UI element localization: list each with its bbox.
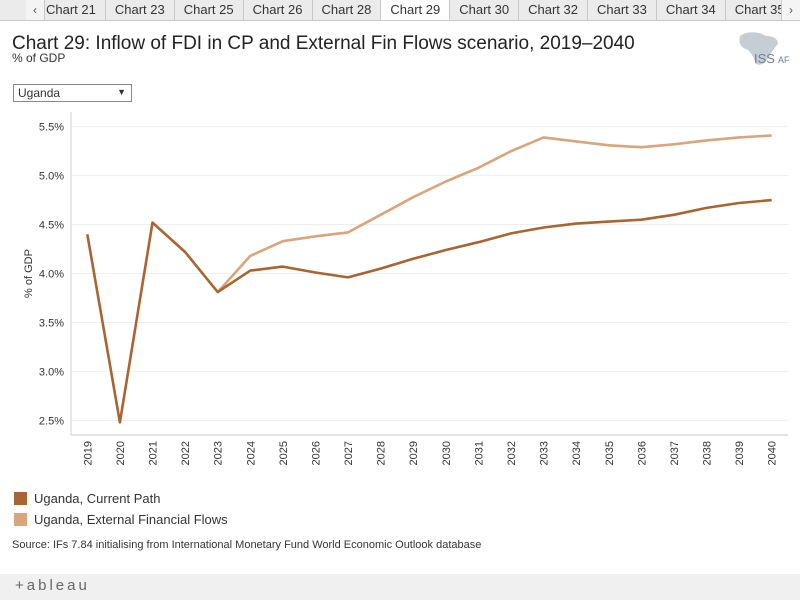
x-tick-label: 2023 — [213, 441, 225, 465]
line-chart: 2.5% 3.0% 3.5% 4.0% 4.5% 5.0% 5.5% % of GDP 2019… — [23, 112, 788, 465]
x-tick-label: 2027 — [343, 441, 355, 465]
tab-scroll-left-icon[interactable]: ‹ — [26, 0, 45, 20]
x-tick-label: 2039 — [734, 441, 746, 465]
tab-chart-28[interactable]: Chart 28 — [313, 0, 382, 20]
tab-chart-32[interactable]: Chart 32 — [519, 0, 588, 20]
tableau-footer: +ableau — [0, 574, 800, 600]
y-tick-label: 3.0% — [39, 366, 64, 378]
legend-swatch-external-flows — [14, 513, 27, 526]
iss-africa-logo: ISS AFI — [739, 32, 790, 66]
x-tick-label: 2028 — [376, 441, 388, 465]
x-tick-label: 2040 — [767, 441, 779, 465]
x-tick-label: 2019 — [82, 441, 94, 465]
tab-chart-23[interactable]: Chart 23 — [106, 0, 175, 20]
legend-item-external-flows[interactable]: Uganda, External Financial Flows — [14, 509, 228, 530]
legend-item-current-path[interactable]: Uganda, Current Path — [14, 488, 228, 509]
x-tick-label: 2037 — [669, 441, 681, 465]
source-note: Source: IFs 7.84 initialising from Inter… — [12, 539, 482, 551]
legend-label-external-flows: Uganda, External Financial Flows — [34, 512, 228, 527]
tab-list: Chart 21 Chart 23 Chart 25 Chart 26 Chart 28… — [44, 0, 795, 20]
x-tick-label: 2035 — [604, 441, 616, 465]
x-tick-label: 2034 — [571, 441, 583, 465]
x-tick-label: 2020 — [115, 441, 127, 465]
y-axis-title: % of GDP — [23, 249, 35, 298]
y-tick-label: 5.5% — [39, 122, 64, 134]
y-tick-label: 4.0% — [39, 269, 64, 281]
y-tick-label: 4.5% — [39, 220, 64, 232]
series-line-current-path — [86, 198, 772, 424]
x-tick-label: 2036 — [636, 441, 648, 465]
x-tick-label: 2031 — [473, 441, 485, 465]
chevron-down-icon: ▼ — [117, 87, 126, 97]
legend: Uganda, Current Path Uganda, External Fi… — [14, 488, 228, 530]
x-tick-label: 2030 — [441, 441, 453, 465]
country-filter-select[interactable]: Uganda ▼ — [13, 84, 132, 102]
page-subtitle: % of GDP — [12, 51, 66, 65]
tab-chart-29[interactable]: Chart 29 — [381, 0, 451, 20]
x-tick-label: 2022 — [180, 441, 192, 465]
tab-chart-26[interactable]: Chart 26 — [244, 0, 313, 20]
x-tick-label: 2032 — [506, 441, 518, 465]
tab-bar: ‹ Chart 21 Chart 23 Chart 25 Chart 26 Chart … — [0, 0, 800, 21]
page-title: Chart 29: Inflow of FDI in CP and Extern… — [12, 33, 635, 54]
tab-chart-21[interactable]: Chart 21 — [44, 0, 106, 20]
y-tick-label: 2.5% — [39, 415, 64, 427]
x-tick-label: 2025 — [278, 441, 290, 465]
logo-text: ISS — [754, 51, 775, 66]
x-tick-label: 2026 — [310, 441, 322, 465]
y-tick-label: 5.0% — [39, 171, 64, 183]
series-line-external-flows — [216, 134, 772, 293]
tab-chart-33[interactable]: Chart 33 — [588, 0, 657, 20]
tab-chart-25[interactable]: Chart 25 — [175, 0, 244, 20]
x-tick-label: 2021 — [147, 441, 159, 465]
tab-chart-30[interactable]: Chart 30 — [450, 0, 520, 20]
legend-label-current-path: Uganda, Current Path — [34, 491, 161, 506]
y-tick-label: 3.5% — [39, 317, 64, 329]
tab-scroll-right-icon[interactable]: › — [781, 0, 800, 20]
logo-subtext: AFI — [778, 55, 790, 65]
x-tick-label: 2024 — [245, 441, 257, 465]
x-tick-label: 2029 — [408, 441, 420, 465]
x-tick-label: 2033 — [539, 441, 551, 465]
x-tick-label: 2038 — [702, 441, 714, 465]
country-filter-value: Uganda — [18, 86, 61, 100]
tab-chart-34[interactable]: Chart 34 — [657, 0, 726, 20]
tableau-logo[interactable]: +ableau — [15, 577, 90, 594]
legend-swatch-current-path — [14, 492, 27, 505]
